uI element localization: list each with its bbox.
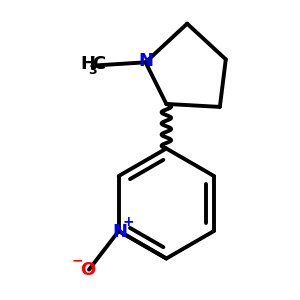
Text: N: N <box>138 52 153 70</box>
Text: O: O <box>80 261 95 279</box>
Text: H: H <box>80 56 95 74</box>
Text: +: + <box>123 215 134 229</box>
Text: −: − <box>72 254 83 268</box>
Text: C: C <box>92 56 105 74</box>
Text: N: N <box>113 224 128 242</box>
Text: 3: 3 <box>88 64 97 76</box>
